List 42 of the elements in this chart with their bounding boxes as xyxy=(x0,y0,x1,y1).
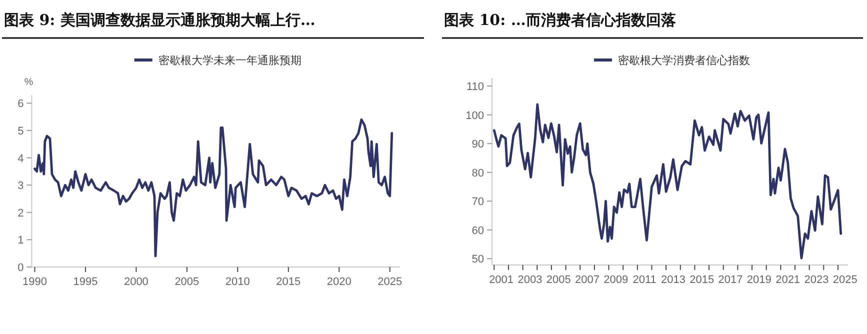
x-tick-label: 2001 xyxy=(489,274,514,286)
x-tick-label: 1995 xyxy=(73,276,98,288)
x-tick-label: 2019 xyxy=(746,274,772,286)
y-tick-label: 50 xyxy=(472,254,484,266)
y-tick-label: 5 xyxy=(18,125,24,138)
x-tick-label: 2011 xyxy=(632,274,656,286)
x-tick-label: 2015 xyxy=(276,276,301,288)
y-tick-label: 110 xyxy=(466,81,484,94)
y-tick-label: 90 xyxy=(472,138,484,151)
y-tick-label: 3 xyxy=(18,180,24,192)
x-tick-label: 2013 xyxy=(660,274,686,286)
chart-title: 图表 10: …而消费者信心指数回落 xyxy=(444,11,677,29)
y-tick-label: 6 xyxy=(18,98,24,110)
x-tick-label: 2023 xyxy=(804,274,829,286)
x-tick-label: 2021 xyxy=(776,274,800,286)
y-tick-label: 1 xyxy=(18,234,24,247)
x-tick-label: 2020 xyxy=(326,276,352,288)
y-tick-label: 60 xyxy=(472,224,484,237)
legend-label: 密歇根大学未来一年通胀预期 xyxy=(158,54,302,67)
x-tick-label: 2003 xyxy=(518,274,542,286)
y-tick-label: 80 xyxy=(472,167,484,180)
y-tick-label: 4 xyxy=(18,152,24,165)
x-tick-label: 2010 xyxy=(225,276,250,288)
x-tick-label: 2005 xyxy=(174,276,200,288)
y-tick-label: 100 xyxy=(466,110,484,122)
x-tick-label: 2015 xyxy=(690,274,714,286)
x-tick-label: 2017 xyxy=(718,274,743,286)
x-tick-label: 2025 xyxy=(832,274,858,286)
y-tick-label: 2 xyxy=(18,207,24,220)
x-tick-label: 1990 xyxy=(22,276,47,288)
x-tick-label: 2025 xyxy=(378,276,402,288)
y-tick-label: 70 xyxy=(472,196,484,208)
legend-label: 密歇根大学消费者信心指数 xyxy=(618,54,750,67)
x-tick-label: 2009 xyxy=(604,274,628,286)
legend: 密歇根大学消费者信心指数 xyxy=(594,55,750,67)
chart-title: 图表 9: 美国调查数据显示通胀预期大幅上行… xyxy=(4,11,316,29)
x-tick-label: 2007 xyxy=(575,274,600,286)
x-tick-label: 2005 xyxy=(546,274,571,286)
y-axis-title: % xyxy=(24,77,34,88)
y-tick-label: 0 xyxy=(18,262,24,274)
x-tick-label: 2000 xyxy=(124,276,148,288)
legend: 密歇根大学未来一年通胀预期 xyxy=(134,55,302,67)
